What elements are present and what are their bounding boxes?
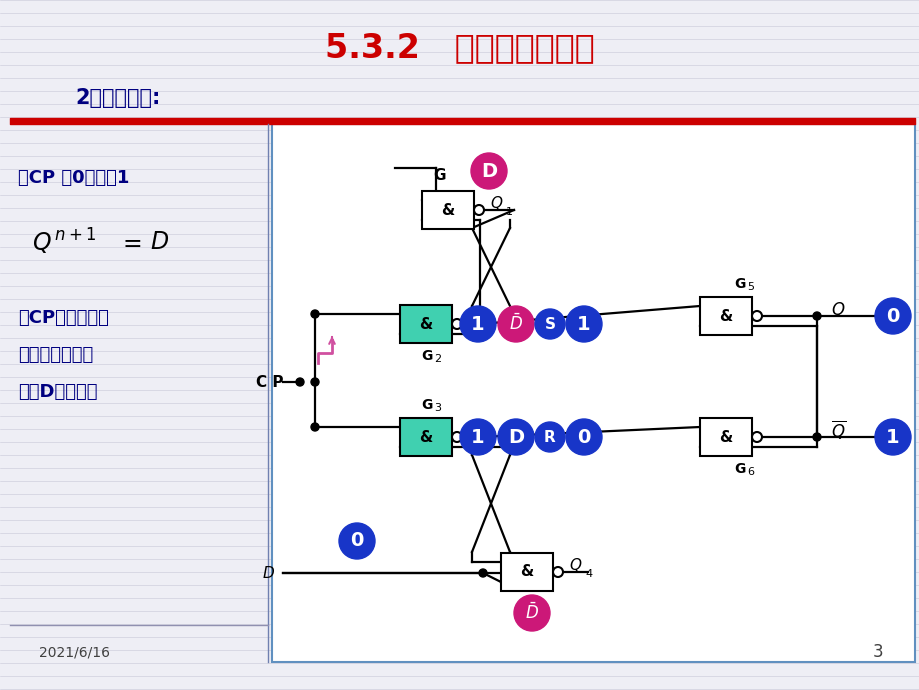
Text: &: &	[441, 202, 454, 217]
Circle shape	[311, 423, 319, 431]
Bar	[400, 418, 451, 456]
Circle shape	[338, 523, 375, 559]
Circle shape	[451, 432, 461, 442]
Text: &: &	[419, 429, 432, 444]
Bar	[699, 297, 751, 335]
Text: G: G	[433, 168, 446, 182]
Circle shape	[812, 312, 820, 320]
Circle shape	[812, 433, 820, 441]
Text: 4: 4	[584, 569, 592, 579]
Text: 1: 1	[505, 207, 513, 217]
Text: 1: 1	[471, 428, 484, 446]
Circle shape	[475, 320, 483, 328]
Text: G: G	[733, 462, 744, 476]
Circle shape	[475, 433, 483, 441]
Text: 0: 0	[577, 428, 590, 446]
Text: &: &	[520, 564, 533, 580]
Text: 6: 6	[746, 467, 754, 477]
Text: 在CP脉冲的上升: 在CP脉冲的上升	[18, 309, 108, 327]
Text: 当CP 由0跳变为1: 当CP 由0跳变为1	[18, 169, 130, 187]
Text: &: &	[419, 317, 432, 331]
Bar	[272, 124, 914, 662]
Circle shape	[497, 306, 533, 342]
Text: D: D	[481, 161, 496, 181]
Text: $=$: $=$	[118, 230, 142, 254]
Text: G: G	[421, 398, 432, 412]
Text: 5: 5	[746, 282, 754, 292]
Text: 1: 1	[471, 315, 484, 333]
Circle shape	[535, 422, 564, 452]
Circle shape	[471, 153, 506, 189]
Circle shape	[535, 309, 564, 339]
Text: $\bar{D}$: $\bar{D}$	[525, 603, 539, 623]
Circle shape	[311, 310, 319, 318]
Circle shape	[460, 306, 495, 342]
Text: $Q$: $Q$	[568, 556, 582, 574]
Text: 5.3.2   维持阻塞触发器: 5.3.2 维持阻塞触发器	[324, 32, 595, 64]
Text: D: D	[507, 428, 524, 446]
Text: &: &	[719, 429, 732, 444]
Bar	[422, 191, 473, 229]
Text: S: S	[544, 317, 555, 331]
Circle shape	[514, 595, 550, 631]
Text: $Q$: $Q$	[490, 194, 503, 212]
Text: 2: 2	[434, 354, 440, 364]
Text: $Q$: $Q$	[830, 299, 845, 319]
Text: G: G	[733, 277, 744, 291]
Bar	[400, 305, 451, 343]
Text: G: G	[421, 349, 432, 363]
Circle shape	[473, 205, 483, 215]
Text: 0: 0	[350, 531, 363, 551]
Circle shape	[751, 432, 761, 442]
Text: G: G	[521, 597, 533, 611]
Circle shape	[552, 567, 562, 577]
Circle shape	[311, 378, 319, 386]
Text: $Q^{\,n+1}$: $Q^{\,n+1}$	[32, 227, 96, 257]
Text: $\bar{D}$: $\bar{D}$	[508, 314, 522, 334]
Circle shape	[479, 569, 486, 577]
Bar	[699, 418, 751, 456]
Text: 1: 1	[885, 428, 899, 446]
Text: $D$: $D$	[262, 565, 275, 581]
Text: 沿，触法器按此: 沿，触法器按此	[18, 346, 93, 364]
Text: 2、工作原理:: 2、工作原理:	[75, 88, 160, 108]
Circle shape	[565, 419, 601, 455]
Circle shape	[874, 298, 910, 334]
Text: R: R	[543, 429, 555, 444]
Circle shape	[296, 378, 303, 386]
Text: $\overline{Q}$: $\overline{Q}$	[830, 419, 845, 442]
Circle shape	[451, 319, 461, 329]
Circle shape	[460, 419, 495, 455]
Text: &: &	[719, 308, 732, 324]
Text: C P: C P	[256, 375, 284, 389]
Text: 0: 0	[885, 306, 899, 326]
Text: 3: 3	[434, 403, 440, 413]
Text: 前的D信号刷新: 前的D信号刷新	[18, 383, 97, 401]
Text: 2021/6/16: 2021/6/16	[40, 645, 110, 659]
Circle shape	[565, 306, 601, 342]
Bar	[501, 553, 552, 591]
Circle shape	[751, 311, 761, 321]
Circle shape	[497, 419, 533, 455]
Text: $D$: $D$	[150, 230, 169, 254]
Circle shape	[874, 419, 910, 455]
Circle shape	[505, 443, 514, 451]
Text: 1: 1	[576, 315, 590, 333]
Text: 3: 3	[872, 643, 882, 661]
Text: 4: 4	[535, 602, 541, 612]
